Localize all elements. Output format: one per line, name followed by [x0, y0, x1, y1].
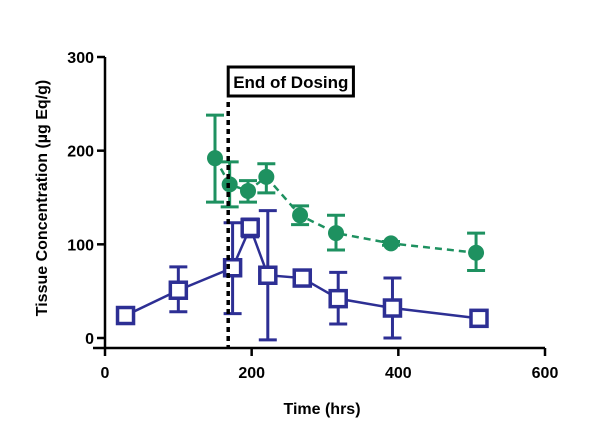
annotation-box: [226, 65, 355, 98]
plot-area: [115, 113, 489, 342]
data-point: [240, 182, 256, 199]
x-tick-label: 0: [101, 365, 110, 382]
series-2: [115, 209, 489, 342]
data-point: [222, 258, 243, 278]
y-tick-label: 300: [67, 50, 94, 67]
annotation-label: End of Dosing: [233, 73, 348, 92]
data-point: [292, 268, 313, 288]
data-point: [258, 265, 278, 285]
data-point: [292, 207, 309, 224]
data-point: [328, 288, 348, 309]
y-axis-title: Tissue Concentration (µg Eq/g): [34, 80, 51, 317]
data-point: [115, 305, 136, 326]
y-tick-label: 200: [67, 144, 94, 161]
data-point: [383, 235, 399, 252]
y-tick-label: 100: [67, 237, 94, 254]
x-axis: 0 200 400 600: [93, 346, 559, 382]
data-point: [382, 298, 403, 318]
data-point: [328, 225, 344, 242]
y-axis: 0 100 200 300: [67, 50, 107, 348]
data-point: [469, 308, 489, 329]
y-tick-label: 0: [85, 331, 94, 348]
series-1-line: [213, 157, 477, 255]
x-axis-ticks: 0 200 400 600: [101, 348, 559, 382]
end-of-dosing-annotation: End of Dosing: [226, 65, 355, 98]
x-tick-label: 600: [532, 365, 559, 382]
x-tick-label: 400: [385, 365, 412, 382]
x-axis-title: Time (hrs): [283, 401, 360, 418]
data-point: [240, 217, 260, 238]
data-point: [168, 280, 189, 300]
series-1: [206, 113, 486, 273]
data-point: [468, 244, 485, 261]
y-axis-ticks: 0 100 200 300: [67, 50, 105, 348]
data-point: [258, 168, 275, 185]
data-point: [207, 150, 223, 167]
x-tick-label: 200: [238, 365, 265, 382]
